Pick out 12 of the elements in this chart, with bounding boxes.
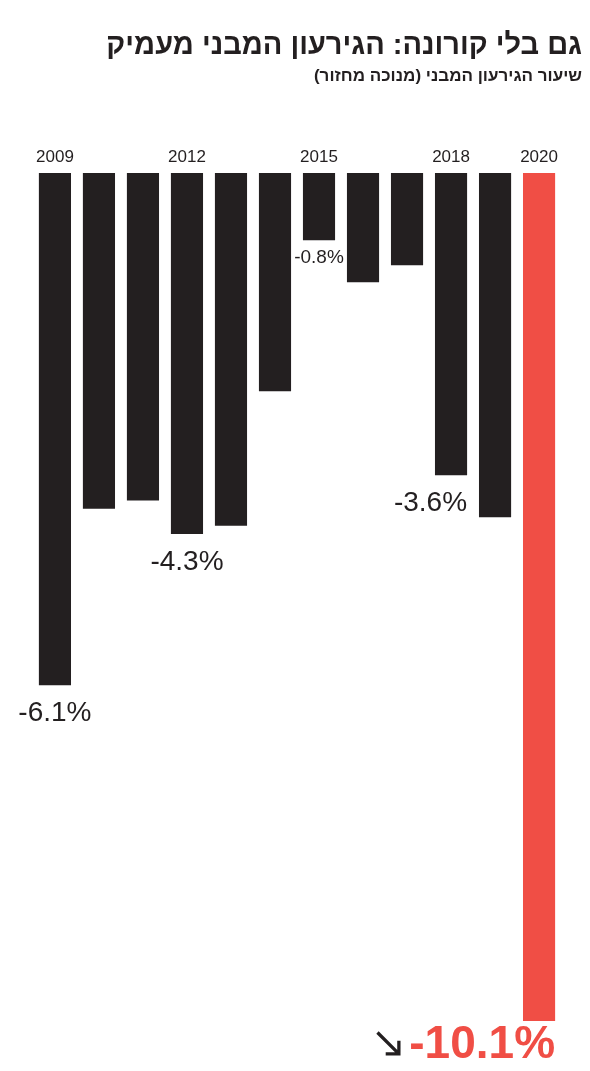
data-label: -6.1% (18, 696, 92, 728)
data-label: -4.3% (150, 545, 224, 577)
x-tick-label: 2015 (300, 146, 338, 166)
chart-title: גם בלי קורונה: הגירעון המבני מעמיק (106, 28, 582, 61)
chart-subtitle: שיעור הגירעון המבני (מנוכה מחזור) (313, 66, 582, 86)
x-tick-label: 2018 (432, 146, 470, 166)
data-label: -0.8% (294, 246, 344, 268)
x-tick-label: 2020 (520, 146, 558, 166)
x-tick-label: 2009 (36, 146, 74, 166)
x-tick-label: 2012 (168, 146, 206, 166)
data-label: -10.1% (409, 1016, 556, 1068)
data-label: -3.6% (393, 486, 468, 518)
